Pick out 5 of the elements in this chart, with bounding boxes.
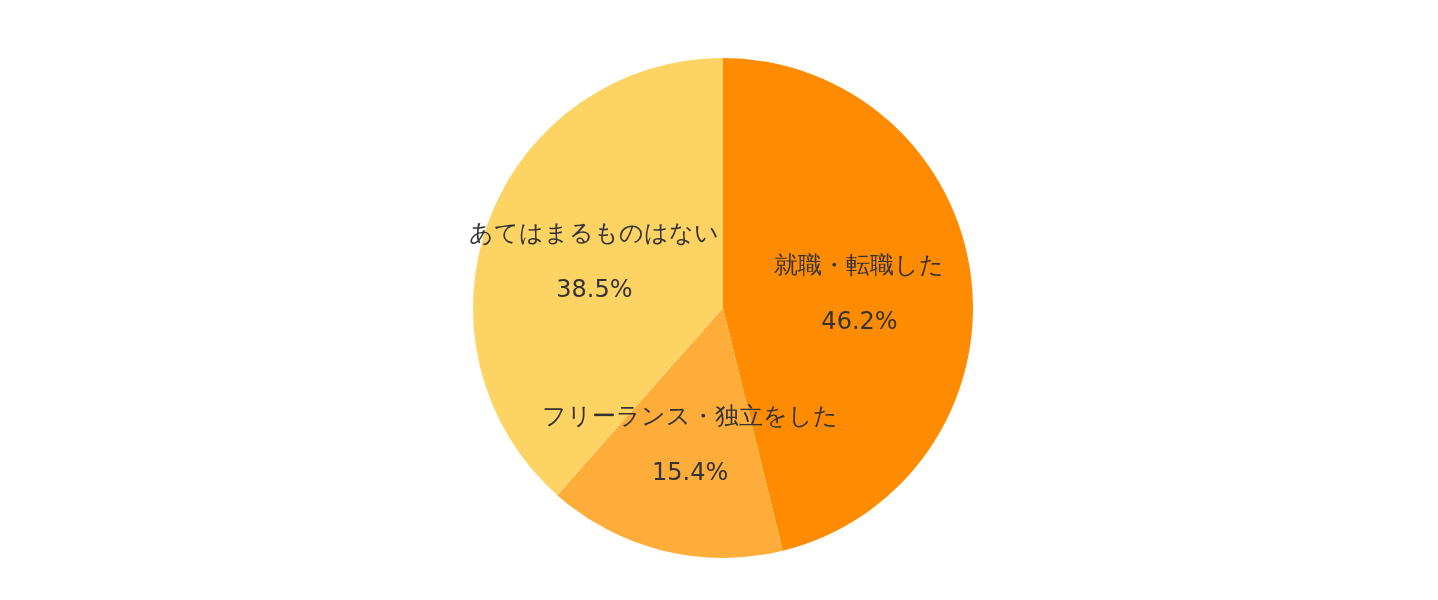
data-label: 38.5% [556,275,633,304]
data-label: 15.4% [651,457,729,486]
data-label: 46.2% [821,307,898,336]
slice-label: 就職・転職した [774,251,945,280]
slice-label: フリーランス・独立をした [542,401,839,430]
